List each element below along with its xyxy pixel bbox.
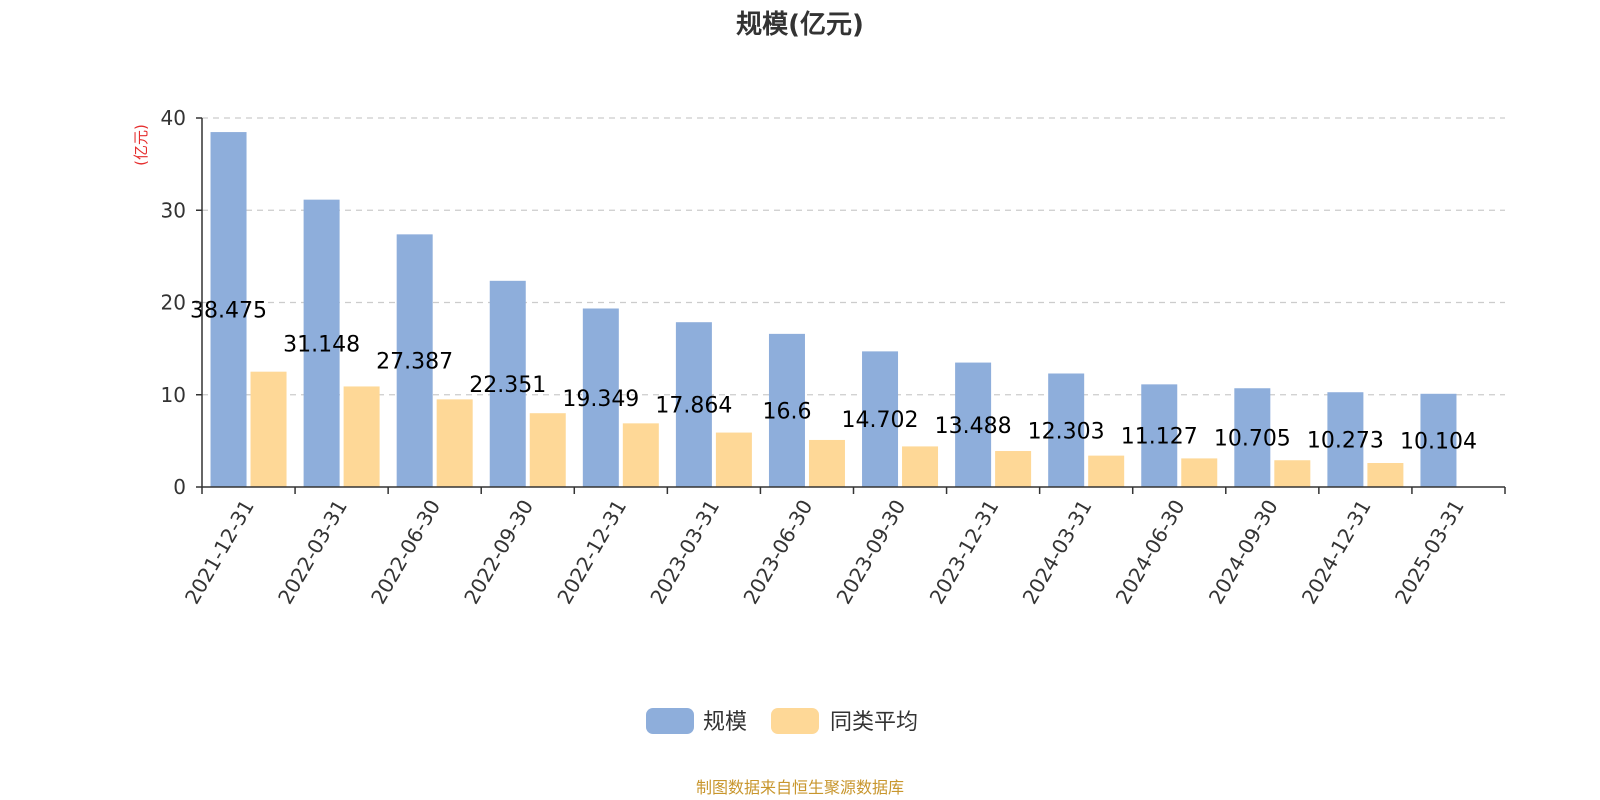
bar-scale [1141,384,1178,487]
legend-label[interactable]: 规模 [703,710,747,735]
x-tick-label: 2024-12-31 [1297,496,1376,609]
bar-peer-average [622,423,659,487]
y-axis-unit-label: (亿元) [132,124,150,166]
bar-peer-average [250,371,287,487]
data-source-note: 制图数据来自恒生聚源数据库 [696,778,904,797]
bar-value-label: 16.6 [762,399,811,424]
bar-value-label: 10.273 [1307,429,1384,454]
bar-peer-average [343,386,380,487]
x-tick-label: 2024-06-30 [1111,496,1190,609]
value-label-group: 38.475 31.148 27.387 22.351 19.349 17.864 16.6… [190,299,1477,455]
bar-value-label: 10.104 [1400,429,1477,454]
bar-scale [955,362,992,487]
x-tick-label: 2023-06-30 [738,496,817,609]
bar-value-label: 11.127 [1121,425,1198,450]
bar-value-label: 22.351 [469,373,546,398]
grid-lines [202,117,1505,396]
bar-peer-average [1181,458,1218,487]
bar-scale [396,234,433,487]
x-tick-label: 2023-12-31 [925,496,1004,609]
bar-scale [210,132,247,488]
bar-peer-average [995,451,1032,487]
x-tick-label: 2022-12-31 [552,496,631,609]
y-tick-label: 40 [161,106,186,130]
bar-scale [675,322,712,487]
bar-value-label: 13.488 [935,414,1012,439]
bar-scale [489,280,526,487]
legend-swatch[interactable] [771,708,819,734]
bar-value-label: 19.349 [562,387,639,412]
bar-scale [1420,393,1457,487]
y-tick-label: 10 [161,383,186,407]
bar-peer-average [1367,463,1404,487]
bar-peer-average [715,432,752,487]
bar-value-label: 14.702 [842,408,919,433]
bar-scale [1234,388,1271,487]
bar-value-label: 27.387 [376,350,453,375]
bar-scale [1048,373,1085,487]
bar-scale [862,351,899,487]
bar-scale [768,333,805,487]
bar-value-label: 12.303 [1028,419,1105,444]
x-tick-label: 2022-06-30 [366,496,445,609]
x-tick-label: 2021-12-31 [180,496,259,609]
x-tick-label: 2023-09-30 [831,496,910,609]
x-tick-label: 2022-09-30 [459,496,538,609]
x-tick-label: 2025-03-31 [1390,496,1469,609]
bar-peer-average [1088,455,1125,487]
legend[interactable]: 规模 同类平均 [646,708,918,735]
x-tick-label: 2024-09-30 [1204,496,1283,609]
bar-value-label: 31.148 [283,332,360,357]
bar-scale [1327,392,1364,487]
bar-value-label: 38.475 [190,299,267,324]
x-tick-label: 2022-03-31 [273,496,352,609]
bar-value-label: 10.705 [1214,427,1291,452]
bar-value-label: 17.864 [655,394,732,419]
bar-peer-average [902,446,939,487]
chart-title: 规模(亿元) [736,10,864,40]
bar-scale [303,199,340,487]
bar-peer-average [1274,460,1311,487]
y-tick-label: 30 [161,198,186,222]
bar-group [210,132,1457,488]
bar-scale [582,308,619,487]
y-tick-label: 0 [173,475,186,499]
bar-peer-average [529,413,566,487]
y-tick-label: 20 [161,291,186,315]
bar-peer-average [436,399,473,487]
x-tick-label: 2024-03-31 [1018,496,1097,609]
legend-swatch[interactable] [646,708,694,734]
bar-peer-average [808,439,845,487]
legend-label[interactable]: 同类平均 [830,710,918,735]
x-tick-label: 2023-03-31 [645,496,724,609]
